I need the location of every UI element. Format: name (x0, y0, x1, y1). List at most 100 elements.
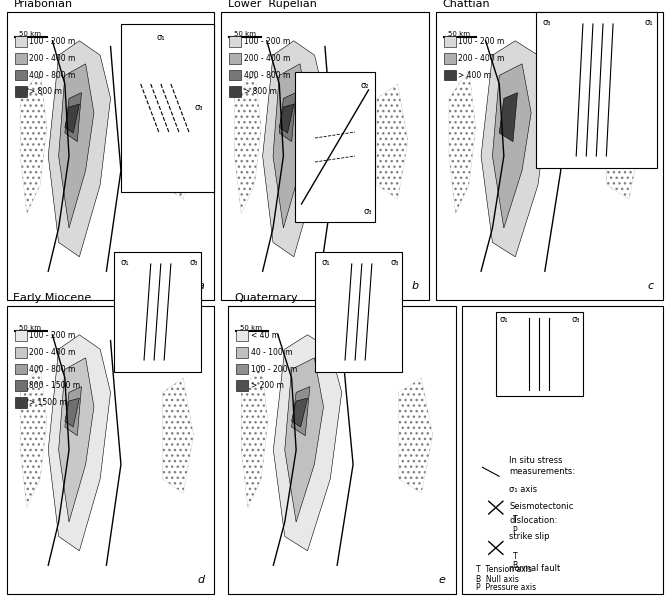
Text: In situ stress: In situ stress (509, 456, 563, 465)
Bar (236, 364, 248, 374)
Text: 200 - 400 m: 200 - 400 m (29, 54, 76, 63)
Text: 50 km: 50 km (241, 325, 262, 331)
Text: normal fault: normal fault (509, 563, 560, 572)
Bar (15, 364, 27, 374)
Text: σ₁ axis: σ₁ axis (509, 485, 537, 494)
Polygon shape (48, 41, 111, 257)
Text: σ₁: σ₁ (157, 33, 165, 42)
Text: > 1500 m: > 1500 m (29, 398, 67, 407)
Text: > 200 m: > 200 m (251, 382, 283, 391)
Text: 100 - 200 m: 100 - 200 m (244, 37, 290, 46)
Bar (15, 70, 27, 80)
Text: Lower  Rupelian: Lower Rupelian (228, 0, 317, 9)
Bar (444, 70, 456, 80)
Bar (229, 86, 241, 97)
Text: P: P (513, 526, 517, 535)
Bar (229, 36, 241, 47)
Polygon shape (48, 335, 111, 551)
Bar (496, 312, 583, 396)
Polygon shape (492, 64, 531, 228)
Bar (15, 86, 27, 97)
Text: > 800 m: > 800 m (244, 87, 277, 96)
Text: 100 - 200 m: 100 - 200 m (251, 364, 297, 373)
Bar (15, 330, 27, 341)
Bar (236, 330, 248, 341)
Bar (536, 12, 657, 168)
Bar (7, 306, 214, 594)
Polygon shape (273, 335, 342, 551)
Polygon shape (263, 41, 325, 257)
Text: σ₃: σ₃ (189, 258, 198, 267)
Text: e: e (439, 575, 446, 585)
Polygon shape (279, 92, 296, 142)
Bar (15, 36, 27, 47)
Text: 100 - 200 m: 100 - 200 m (29, 37, 76, 46)
Bar (229, 70, 241, 80)
Bar (444, 36, 456, 47)
Bar (315, 252, 402, 372)
Text: σ₁: σ₁ (645, 18, 653, 27)
Text: > 800 m: > 800 m (29, 87, 62, 96)
Text: 200 - 400 m: 200 - 400 m (244, 54, 290, 63)
Polygon shape (65, 386, 82, 436)
Text: σ₃: σ₃ (194, 103, 203, 112)
Text: 50 km: 50 km (19, 325, 41, 331)
Text: d: d (197, 575, 204, 585)
Bar (121, 24, 214, 192)
Polygon shape (59, 64, 94, 228)
Text: dislocation:: dislocation: (509, 516, 557, 525)
Text: 50 km: 50 km (19, 31, 41, 37)
Text: σ₂: σ₂ (360, 81, 368, 90)
Text: P  Pressure axis: P Pressure axis (476, 583, 536, 593)
Text: 100 - 200 m: 100 - 200 m (458, 37, 505, 46)
Text: measurements:: measurements: (509, 467, 576, 476)
Text: 100 - 200 m: 100 - 200 m (29, 331, 76, 340)
Bar (7, 12, 214, 300)
Text: σ₁: σ₁ (121, 258, 129, 267)
Text: σ₃: σ₃ (390, 258, 399, 267)
Text: Seismotectonic: Seismotectonic (509, 502, 574, 511)
Text: σ₃: σ₃ (571, 315, 580, 324)
Bar (295, 72, 375, 222)
Text: σ₃: σ₃ (363, 207, 372, 216)
Bar (444, 53, 456, 64)
Bar (15, 53, 27, 64)
Bar (462, 306, 663, 594)
Bar (236, 347, 248, 358)
Text: c: c (647, 281, 653, 291)
Text: 800 - 1500 m: 800 - 1500 m (29, 382, 80, 391)
Polygon shape (291, 398, 308, 427)
Polygon shape (65, 398, 79, 427)
Bar (236, 380, 248, 391)
Text: Priabonian: Priabonian (13, 0, 72, 9)
Bar (221, 12, 429, 300)
Polygon shape (65, 92, 82, 142)
Bar (228, 306, 456, 594)
Polygon shape (273, 64, 308, 228)
Text: 200 - 400 m: 200 - 400 m (29, 348, 76, 356)
Bar (436, 12, 663, 300)
Text: Chattian: Chattian (442, 0, 490, 9)
Text: 400 - 800 m: 400 - 800 m (29, 364, 76, 373)
Text: 400 - 800 m: 400 - 800 m (29, 71, 76, 80)
Polygon shape (65, 104, 79, 133)
Text: T  Tension axis: T Tension axis (476, 565, 531, 575)
Text: < 40 m: < 40 m (251, 331, 279, 340)
Text: strike slip: strike slip (509, 532, 549, 541)
Text: 400 - 800 m: 400 - 800 m (244, 71, 290, 80)
Text: > 400 m: > 400 m (458, 71, 491, 80)
Text: T: T (513, 515, 517, 524)
Bar (15, 397, 27, 408)
Text: Early Miocene: Early Miocene (13, 293, 92, 303)
Polygon shape (59, 358, 94, 522)
Polygon shape (499, 92, 517, 142)
Bar (15, 347, 27, 358)
Text: Quaternary: Quaternary (234, 293, 298, 303)
Text: σ₁: σ₁ (499, 315, 508, 324)
Text: B: B (513, 560, 518, 570)
Text: b: b (411, 281, 419, 291)
Bar (114, 252, 201, 372)
Text: a: a (198, 281, 204, 291)
Polygon shape (285, 358, 324, 522)
Polygon shape (279, 104, 293, 133)
